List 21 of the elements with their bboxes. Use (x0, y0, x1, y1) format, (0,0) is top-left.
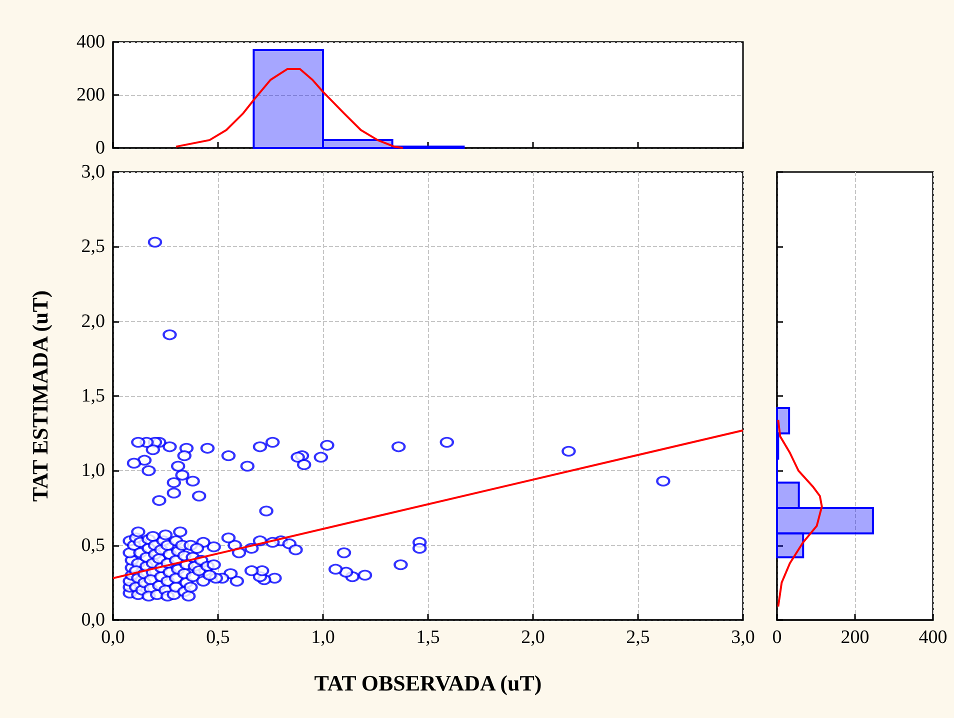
x-tick-label: 0 (772, 627, 782, 648)
x-tick-label: 3,0 (731, 627, 755, 648)
x-tick-label: 2,0 (521, 627, 545, 648)
y-axis-title: TAT ESTIMADA (uT) (28, 290, 52, 502)
x-tick-label: 1,5 (416, 627, 440, 648)
x-tick-label: 0,5 (206, 627, 230, 648)
x-tick-label: 2,5 (626, 627, 650, 648)
y-tick-label: 200 (76, 84, 105, 106)
y-tick-label: 0 (96, 138, 105, 158)
x-tick-label: 400 (918, 627, 948, 648)
y-tick-label: 400 (76, 32, 105, 52)
y-tick-label: 1,5 (81, 386, 105, 406)
y-tick-label: 0,5 (81, 534, 105, 556)
line-series (175, 68, 404, 149)
x-tick-label: 1,0 (311, 627, 335, 648)
x-tick-label: 200 (840, 627, 870, 648)
y-tick-label: 1,0 (81, 460, 105, 482)
y-tick-label: 2,0 (81, 310, 105, 332)
y-tick-label: 3,0 (81, 162, 105, 182)
x-axis-title: TAT OBSERVADA (uT) (314, 670, 542, 696)
y-tick-label: 2,5 (81, 236, 105, 258)
